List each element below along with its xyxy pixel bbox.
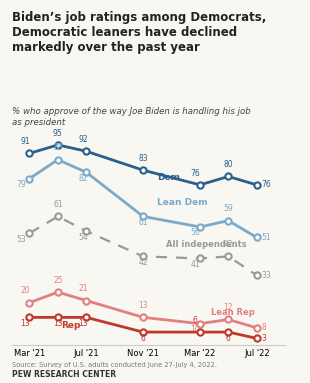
Text: 13: 13 xyxy=(79,319,88,328)
Text: Dem: Dem xyxy=(157,173,180,182)
Text: 82: 82 xyxy=(79,174,88,183)
Text: Lean Dem: Lean Dem xyxy=(157,198,208,207)
Text: Lean Rep: Lean Rep xyxy=(211,308,255,317)
Text: 6: 6 xyxy=(141,334,146,343)
Text: 3: 3 xyxy=(261,334,266,343)
Text: 83: 83 xyxy=(138,154,148,163)
Text: 8: 8 xyxy=(261,323,266,332)
Text: 53: 53 xyxy=(16,235,26,244)
Text: 6: 6 xyxy=(226,334,231,343)
Text: Biden’s job ratings among Democrats,
Democratic leaners have declined
markedly o: Biden’s job ratings among Democrats, Dem… xyxy=(12,11,267,54)
Text: 33: 33 xyxy=(261,271,271,280)
Text: 95: 95 xyxy=(53,129,63,137)
Text: 88: 88 xyxy=(53,143,63,152)
Text: Rep: Rep xyxy=(61,321,80,330)
Text: 12: 12 xyxy=(224,303,233,312)
Text: Source: Survey of U.S. adults conducted June 27-July 4, 2022.: Source: Survey of U.S. adults conducted … xyxy=(12,362,217,368)
Text: 20: 20 xyxy=(20,286,30,295)
Text: 41: 41 xyxy=(191,260,200,269)
Text: 10: 10 xyxy=(191,325,200,334)
Text: 56: 56 xyxy=(191,229,200,237)
Text: 25: 25 xyxy=(53,276,63,285)
Text: 76: 76 xyxy=(191,169,200,178)
Text: All independents: All independents xyxy=(166,240,246,249)
Text: 6: 6 xyxy=(193,316,198,325)
Text: 21: 21 xyxy=(79,284,88,293)
Text: 42: 42 xyxy=(224,240,233,249)
Text: 76: 76 xyxy=(261,180,271,189)
Text: 80: 80 xyxy=(224,160,233,169)
Text: 59: 59 xyxy=(224,204,233,213)
Text: 92: 92 xyxy=(79,135,88,144)
Text: 54: 54 xyxy=(78,232,88,242)
Text: 13: 13 xyxy=(138,301,148,310)
Text: 13: 13 xyxy=(53,319,63,328)
Text: 91: 91 xyxy=(20,137,30,146)
Text: 51: 51 xyxy=(261,233,271,242)
Text: PEW RESEARCH CENTER: PEW RESEARCH CENTER xyxy=(12,370,117,379)
Text: 61: 61 xyxy=(53,200,63,209)
Text: 79: 79 xyxy=(16,180,26,189)
Text: 13: 13 xyxy=(20,319,30,328)
Text: % who approve of the way Joe Biden is handling his job
as president: % who approve of the way Joe Biden is ha… xyxy=(12,107,251,127)
Text: 61: 61 xyxy=(138,218,148,227)
Text: 42: 42 xyxy=(138,258,148,267)
